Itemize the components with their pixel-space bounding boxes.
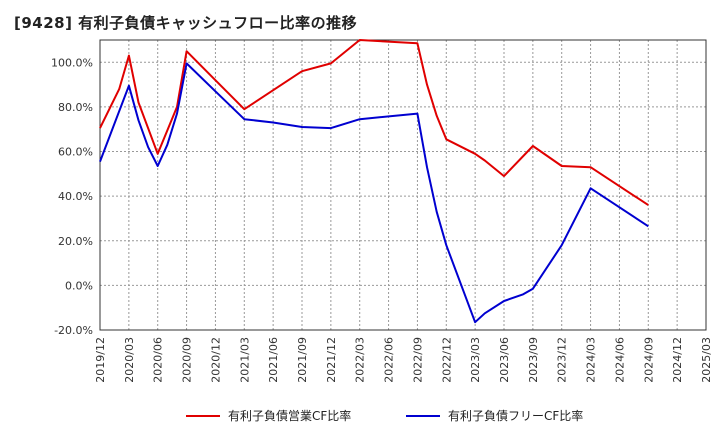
series-line-2 bbox=[99, 62, 649, 324]
series-line-1 bbox=[99, 39, 649, 206]
y-tick-label: 40.0% bbox=[58, 190, 93, 203]
x-tick-label: 2022/06 bbox=[383, 337, 396, 383]
x-tick-label: 2023/09 bbox=[527, 337, 540, 383]
y-tick-label: 20.0% bbox=[58, 235, 93, 248]
x-tick-label: 2023/03 bbox=[469, 337, 482, 383]
x-tick-label: 2021/03 bbox=[238, 337, 251, 383]
x-tick-label: 2021/09 bbox=[296, 337, 309, 383]
y-tick-label: 60.0% bbox=[58, 146, 93, 159]
grid-lines bbox=[99, 40, 707, 331]
y-tick-label: 100.0% bbox=[51, 56, 93, 69]
x-tick-label: 2024/09 bbox=[642, 337, 655, 383]
x-tick-label: 2024/03 bbox=[585, 337, 598, 383]
x-tick-label: 2020/06 bbox=[152, 337, 165, 383]
x-tick-label: 2021/12 bbox=[325, 337, 338, 383]
y-tick-label: 80.0% bbox=[58, 101, 93, 114]
legend-label-2: 有利子負債フリーCF比率 bbox=[448, 408, 583, 423]
x-tick-label: 2020/12 bbox=[209, 337, 222, 383]
x-tick-label: 2020/09 bbox=[181, 337, 194, 383]
chart-title: [9428] 有利子負債キャッシュフロー比率の推移 bbox=[14, 14, 358, 32]
x-tick-label: 2023/12 bbox=[556, 337, 569, 383]
x-tick-label: 2022/09 bbox=[411, 337, 424, 383]
x-tick-label: 2024/06 bbox=[613, 337, 626, 383]
plot-frame bbox=[99, 39, 707, 331]
x-tick-label: 2025/03 bbox=[700, 337, 713, 383]
x-tick-label: 2024/12 bbox=[671, 337, 684, 383]
x-tick-label: 2022/12 bbox=[440, 337, 453, 383]
x-tick-label: 2023/06 bbox=[498, 337, 511, 383]
x-tick-label: 2022/03 bbox=[354, 337, 367, 383]
x-tick-label: 2021/06 bbox=[267, 337, 280, 383]
y-tick-label: 0.0% bbox=[65, 279, 93, 292]
y-tick-label: -20.0% bbox=[54, 324, 93, 337]
legend-label-1: 有利子負債営業CF比率 bbox=[228, 408, 351, 423]
x-tick-label: 2019/12 bbox=[94, 337, 107, 383]
x-tick-label: 2020/03 bbox=[123, 337, 136, 383]
